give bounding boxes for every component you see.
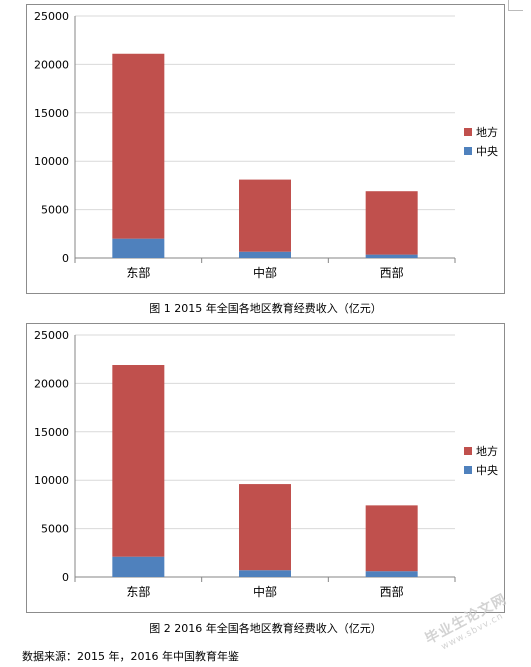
y-tick-label: 5000 [41,204,69,217]
chart-caption-2016: 图 2 2016 年全国各地区教育经费收入（亿元） [149,622,382,635]
y-tick-label: 25000 [34,329,69,342]
x-tick-label: 东部 [126,265,150,280]
x-tick-label: 中部 [253,265,277,280]
y-tick-label: 0 [62,571,69,584]
corner-mark [508,0,523,11]
legend-label: 地方 [476,125,498,139]
bar-中央 [239,251,291,258]
bar-地方 [239,179,291,252]
legend-swatch [464,147,472,155]
bar-地方 [365,505,418,572]
bar-地方 [112,365,165,557]
legend-swatch [464,128,472,136]
y-tick-label: 25000 [34,10,69,23]
bar-中央 [112,238,165,258]
bar-地方 [365,191,418,255]
bar-中央 [112,556,165,577]
y-tick-label: 15000 [34,426,69,439]
legend-swatch [464,447,472,455]
x-tick-label: 西部 [380,584,404,599]
bar-地方 [239,484,291,571]
chart-panel-2015: 0 5000 10000 15000 20000 25000 东部 中部 西部 地方中央 [26,4,505,294]
bar-地方 [112,53,165,239]
bar-中央 [239,570,291,577]
y-tick-label: 20000 [34,58,69,71]
x-tick-label: 中部 [253,584,277,599]
legend-label: 中央 [476,145,498,158]
y-tick-label: 0 [62,252,69,265]
y-tick-label: 5000 [41,523,69,536]
x-tick-label: 东部 [126,584,150,599]
chart-panel-2016: 0 5000 10000 15000 20000 25000 东部 中部 西部 地方中央 [26,323,505,613]
x-tick-label: 西部 [380,265,404,280]
bar-中央 [365,254,418,258]
legend-label: 地方 [476,444,498,458]
y-tick-label: 15000 [34,107,69,120]
legend-label: 中央 [476,464,498,477]
bar-中央 [365,571,418,577]
legend-swatch [464,466,472,474]
y-tick-label: 20000 [34,377,69,390]
y-tick-label: 10000 [34,474,69,487]
y-tick-label: 10000 [34,155,69,168]
chart-caption-2015: 图 1 2015 年全国各地区教育经费收入（亿元） [149,302,382,315]
source-note: 数据来源：2015 年，2016 年中国教育年鉴 [22,650,239,663]
